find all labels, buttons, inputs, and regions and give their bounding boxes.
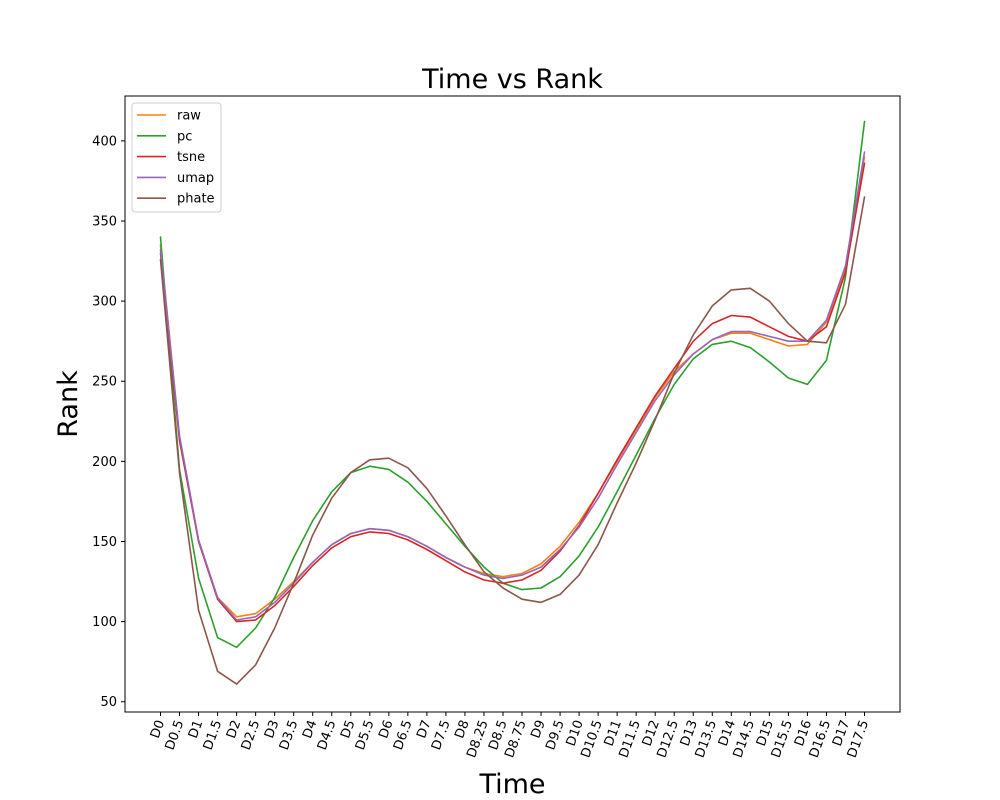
legend-label-tsne: tsne	[177, 150, 205, 165]
y-tick-label: 350	[92, 214, 117, 229]
y-tick-label: 150	[92, 535, 117, 550]
x-tick-label: D1	[186, 718, 206, 740]
y-tick-label: 400	[92, 134, 117, 149]
x-tick-label: D2	[224, 718, 244, 740]
series-line-phate	[159, 196, 866, 685]
y-tick-label: 250	[92, 375, 117, 390]
x-tick-label: D7	[414, 718, 434, 740]
plot-frame	[124, 95, 901, 713]
x-tick-label: D3	[262, 718, 282, 740]
y-axis: 50 100 150 200 250 300 350 400	[92, 134, 125, 710]
series-line-raw	[159, 156, 866, 618]
x-tick-label: D0	[148, 718, 168, 740]
legend-label-pc: pc	[177, 129, 192, 144]
x-tick-label: D5	[338, 718, 358, 740]
legend-label-raw: raw	[177, 109, 201, 124]
x-tick-label: D6	[376, 718, 396, 740]
y-axis-title: Rank	[53, 370, 84, 438]
x-axis-title: Time	[478, 769, 545, 800]
series-line-tsne	[159, 162, 866, 623]
series-line-umap	[159, 151, 866, 621]
legend-label-phate: phate	[177, 192, 215, 207]
x-tick-label: D8	[452, 718, 472, 740]
legend-label-umap: umap	[177, 171, 214, 186]
y-tick-label: 50	[100, 695, 117, 710]
y-tick-label: 100	[92, 615, 117, 630]
x-tick-label: D4	[300, 718, 320, 740]
chart-title: Time vs Rank	[421, 64, 603, 95]
x-tick-label: D9	[528, 718, 548, 740]
series-layer	[159, 120, 866, 685]
y-tick-label: 200	[92, 455, 117, 470]
y-tick-label: 300	[92, 295, 117, 310]
series-line-pc	[159, 120, 866, 649]
legend-box	[131, 102, 222, 213]
legend: raw pc tsne umap phate	[131, 102, 222, 213]
